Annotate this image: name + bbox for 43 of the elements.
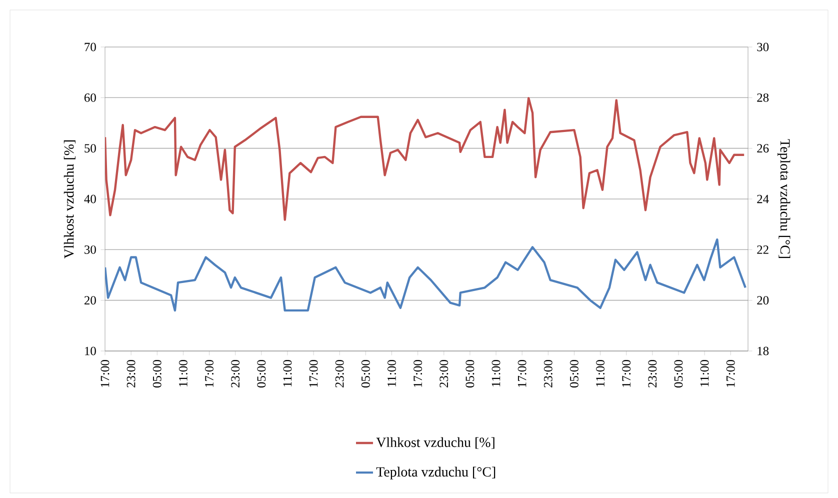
- x-tick-label: 05:00: [466, 360, 474, 388]
- x-tick-label: 23:00: [231, 360, 240, 388]
- x-tick-label: 11:00: [700, 360, 709, 386]
- x-tick-label: 23:00: [126, 360, 136, 388]
- y-tick-label: 40: [84, 194, 96, 204]
- x-tick-label: 17:00: [622, 360, 631, 387]
- y-tick-label: 70: [84, 42, 96, 52]
- x-tick-label: 11:00: [596, 360, 605, 386]
- y-axis-title: Vlhkost vzduchu [%]: [64, 140, 76, 258]
- x-tick-label: 05:00: [152, 360, 162, 388]
- x-tick-label: 11:00: [492, 360, 500, 386]
- y-tick-label: 20: [84, 296, 96, 305]
- y2-tick-label: 24: [757, 194, 769, 204]
- x-tick-label: 05:00: [257, 360, 266, 388]
- x-tick-label: 11:00: [388, 360, 396, 386]
- y-tick-label: 10: [85, 346, 96, 356]
- y2-tick-label: 22: [757, 246, 768, 254]
- x-tick-label: 17:00: [726, 360, 735, 387]
- y2-axis-title: Teplota vzduchu [°C]: [778, 139, 790, 258]
- x-tick-label: 11:00: [283, 360, 292, 386]
- legend-label: Vlhkost vzduchu [%]: [376, 437, 494, 449]
- y2-tick-label: 28: [757, 93, 769, 102]
- x-tick-label: 05:00: [570, 360, 578, 388]
- x-tick-label: 17:00: [100, 360, 110, 387]
- x-tick-label: 05:00: [361, 360, 370, 388]
- x-tick-label: 17:00: [309, 360, 318, 387]
- x-tick-label: 11:00: [178, 360, 188, 386]
- y-tick-label: 50: [84, 144, 96, 153]
- y-tick-label: 60: [84, 93, 96, 102]
- x-tick-label: 05:00: [674, 360, 683, 388]
- x-tick-label: 17:00: [518, 360, 526, 387]
- x-tick-label: 17:00: [414, 360, 422, 387]
- x-tick-label: 23:00: [440, 360, 448, 388]
- y2-tick-label: 18: [758, 346, 769, 356]
- y-tick-label: 30: [84, 245, 96, 254]
- x-tick-label: 17:00: [205, 360, 214, 387]
- x-tick-label: 23:00: [335, 360, 344, 388]
- legend-label: Teplota vzduchu [°C]: [376, 466, 496, 480]
- y2-tick-label: 26: [757, 144, 769, 153]
- y2-tick-label: 20: [757, 296, 769, 305]
- x-tick-label: 23:00: [544, 360, 552, 388]
- x-tick-label: 23:00: [648, 360, 657, 388]
- y2-tick-label: 30: [757, 42, 769, 52]
